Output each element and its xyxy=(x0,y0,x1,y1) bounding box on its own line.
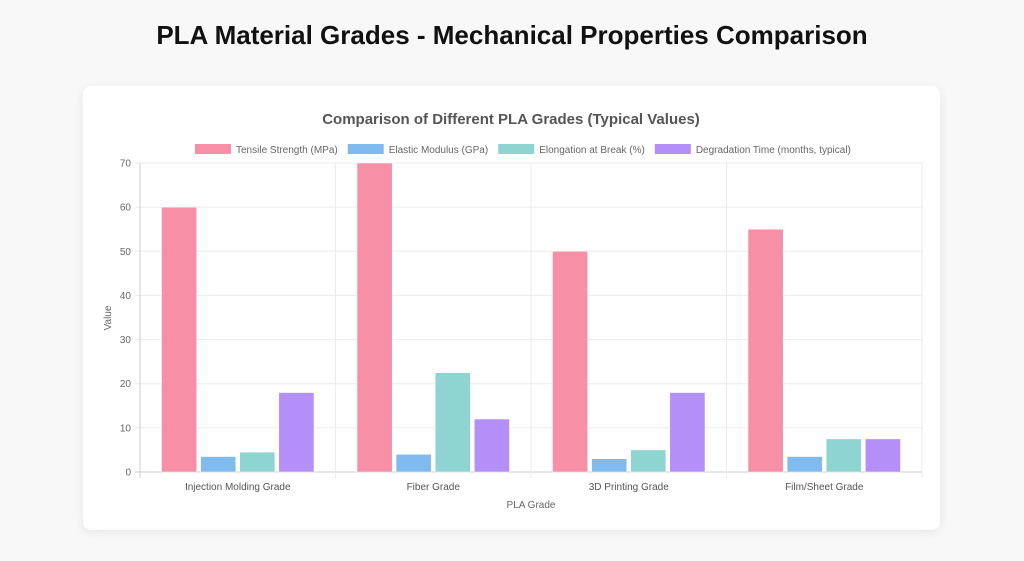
bar xyxy=(434,372,471,473)
legend-label: Tensile Strength (MPa) xyxy=(236,145,338,156)
legend-swatch xyxy=(195,144,231,154)
legend-swatch xyxy=(498,144,535,154)
x-tick-label: Injection Molding Grade xyxy=(185,482,291,493)
bar xyxy=(278,392,315,473)
legend-swatch xyxy=(654,144,691,154)
bar xyxy=(786,456,823,473)
legend-item: Tensile Strength (MPa) xyxy=(195,144,338,156)
bar xyxy=(747,228,784,473)
bar xyxy=(200,456,237,473)
y-tick-label: 70 xyxy=(120,159,132,170)
y-tick-label: 40 xyxy=(120,291,132,302)
y-tick-label: 50 xyxy=(120,247,132,258)
x-tick-label: Film/Sheet Grade xyxy=(785,482,864,493)
bar xyxy=(239,451,276,473)
y-axis-label: Value xyxy=(103,305,114,330)
bar xyxy=(474,418,510,473)
legend-label: Elastic Modulus (GPa) xyxy=(389,145,488,156)
y-tick-label: 10 xyxy=(120,423,132,434)
x-tick-label: Fiber Grade xyxy=(407,482,461,493)
bars xyxy=(161,162,901,473)
legend: Tensile Strength (MPa) Elastic Modulus (G… xyxy=(195,144,851,156)
grid: 0 10 20 30 40 50 60 70 xyxy=(120,159,923,479)
y-tick-label: 60 xyxy=(120,203,132,214)
x-axis-label: PLA Grade xyxy=(507,500,556,511)
legend-item: Elongation at Break (%) xyxy=(498,144,645,156)
y-tick-label: 30 xyxy=(120,335,132,346)
bar xyxy=(591,458,628,473)
bar xyxy=(395,454,432,473)
bar xyxy=(552,251,588,473)
chart-card xyxy=(83,86,940,530)
bar xyxy=(630,449,667,473)
y-tick-label: 20 xyxy=(120,379,132,390)
x-tick-labels: Injection Molding Grade Fiber Grade 3D Pri… xyxy=(185,482,864,493)
bar xyxy=(161,206,197,473)
page-title: PLA Material Grades - Mechanical Propert… xyxy=(156,20,868,50)
legend-swatch xyxy=(347,144,384,154)
bar xyxy=(669,392,706,473)
chart-title: Comparison of Different PLA Grades (Typi… xyxy=(322,111,700,128)
x-tick-label: 3D Printing Grade xyxy=(589,482,669,493)
bar xyxy=(825,438,862,473)
legend-label: Elongation at Break (%) xyxy=(539,145,645,156)
y-tick-label: 0 xyxy=(125,468,131,479)
legend-label: Degradation Time (months, typical) xyxy=(696,145,851,156)
bar xyxy=(356,162,393,473)
legend-item: Elastic Modulus (GPa) xyxy=(347,144,488,156)
legend-item: Degradation Time (months, typical) xyxy=(654,144,851,156)
bar xyxy=(865,438,901,473)
